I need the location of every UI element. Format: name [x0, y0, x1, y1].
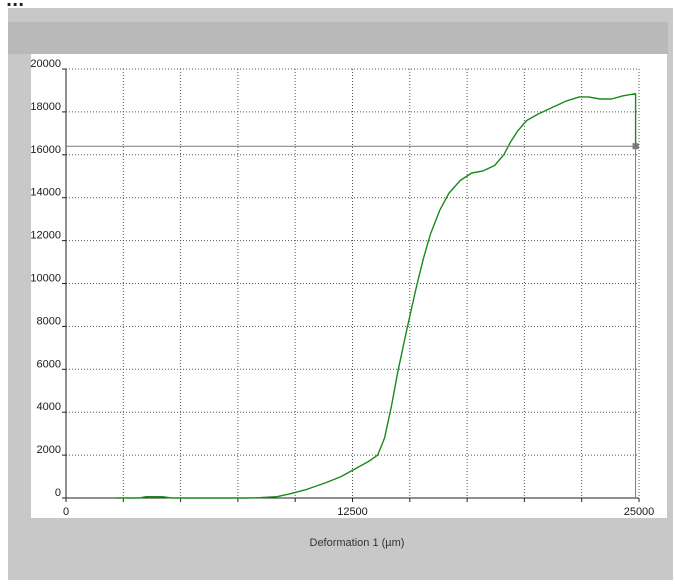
- heading-fragment: ...: [6, 0, 25, 10]
- y-tick-label: 6000: [37, 358, 61, 370]
- cursor-layer: [66, 143, 639, 498]
- y-tick-label: 0: [55, 487, 61, 499]
- series-line: [116, 92, 637, 499]
- x-tick-label: 25000: [624, 506, 655, 518]
- top-strip: [0, 0, 675, 8]
- cursor-handle[interactable]: [632, 143, 639, 150]
- x-tick-label: 12500: [337, 506, 368, 518]
- x-tick-label: 0: [63, 506, 69, 518]
- y-tick-label: 12000: [30, 230, 61, 242]
- x-axis-title: Deformation 1 (µm): [310, 537, 405, 549]
- tick-layer: 0 2000 4000 6000 8000 10000 12000 14000 16000 180…: [30, 58, 654, 518]
- y-tick-label: 20000: [30, 58, 61, 70]
- y-tick-label: 2000: [37, 444, 61, 456]
- plot-area: [31, 54, 667, 518]
- chart-panel-toolbar: [8, 22, 668, 54]
- y-tick-label: 14000: [30, 187, 61, 199]
- y-tick-label: 4000: [37, 401, 61, 413]
- y-tick-label: 16000: [30, 144, 61, 156]
- y-tick-label: 8000: [37, 315, 61, 327]
- series-layer: [116, 92, 637, 499]
- y-tick-label: 18000: [30, 101, 61, 113]
- y-tick-label: 10000: [30, 273, 61, 285]
